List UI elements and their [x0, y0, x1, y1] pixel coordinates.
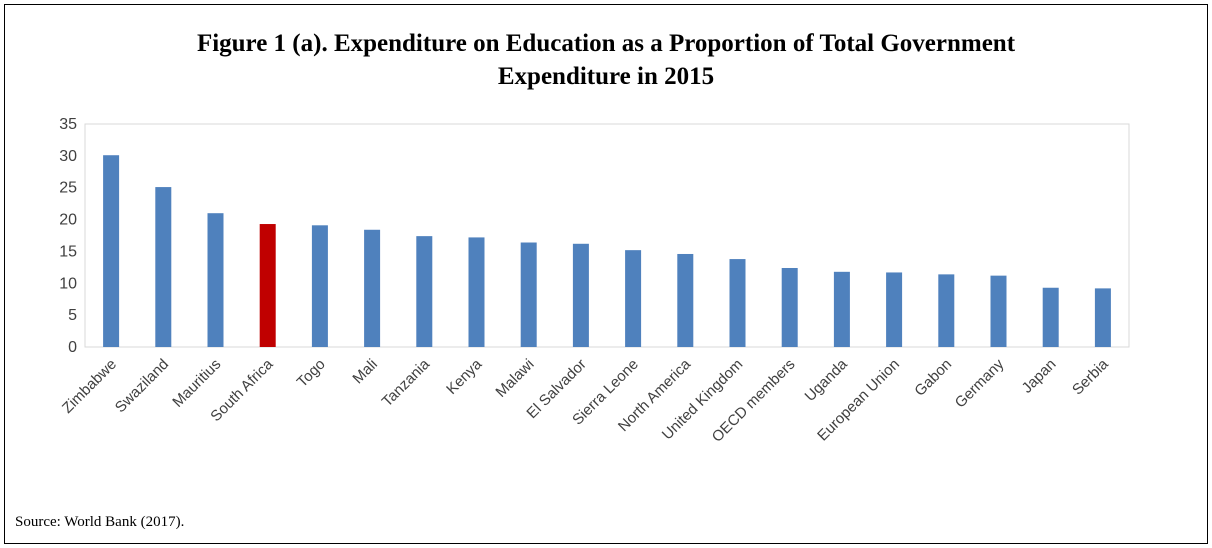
chart-title-line-2: Expenditure in 2015 [497, 63, 715, 90]
x-tick-label: Japan [1019, 356, 1060, 397]
x-tick-label: Kenya [443, 355, 486, 398]
bar [416, 236, 433, 347]
bar [103, 155, 120, 347]
chart-title-line-1: Figure 1 (a). Expenditure on Education a… [196, 30, 1016, 57]
y-tick-label: 10 [59, 275, 77, 292]
bar [990, 275, 1007, 347]
bar [729, 259, 746, 347]
source-note: Source: World Bank (2017). [15, 514, 185, 530]
bar [155, 187, 172, 347]
x-tick-label: Serbia [1069, 355, 1112, 398]
plot-area [84, 123, 1130, 348]
x-tick-label: Germany [952, 355, 1008, 411]
x-tick-label: Zimbabwe [59, 356, 120, 417]
bar [938, 274, 955, 347]
x-tick-label: Swaziland [112, 356, 172, 416]
y-tick-label: 25 [59, 180, 77, 197]
figure-frame: Figure 1 (a). Expenditure on Education a… [4, 4, 1208, 544]
x-tick-label: Togo [294, 356, 329, 391]
x-tick-label: Malawi [492, 356, 537, 401]
x-tick-label: Gabon [911, 356, 955, 400]
bar [677, 253, 694, 347]
bar [1042, 287, 1059, 347]
bar [625, 250, 642, 347]
y-tick-label: 15 [59, 243, 77, 260]
bar [468, 237, 485, 347]
y-tick-label: 35 [59, 116, 77, 133]
bar [520, 242, 537, 347]
bar [1094, 288, 1111, 347]
bar [833, 271, 850, 347]
bar [572, 243, 589, 347]
y-tick-label: 5 [68, 307, 77, 324]
y-tick-label: 20 [59, 212, 77, 229]
bar [364, 229, 381, 347]
x-tick-label: Tanzania [379, 355, 434, 410]
y-tick-label: 30 [59, 148, 77, 165]
bar [259, 224, 276, 347]
x-tick-label: Mauritius [169, 356, 224, 411]
bar-chart: 0 5 10 15 20 25 30 35 ZimbabweSwazilandMauritius… [59, 116, 1130, 446]
chart-title: Figure 1 (a). Expenditure on Education a… [5, 27, 1207, 93]
bar [311, 225, 328, 347]
bar [207, 213, 224, 347]
x-tick-label: Uganda [802, 355, 852, 405]
y-tick-label: 0 [68, 339, 77, 356]
bar [886, 272, 903, 347]
x-tick-label: Mali [349, 356, 380, 387]
bar [781, 267, 798, 347]
